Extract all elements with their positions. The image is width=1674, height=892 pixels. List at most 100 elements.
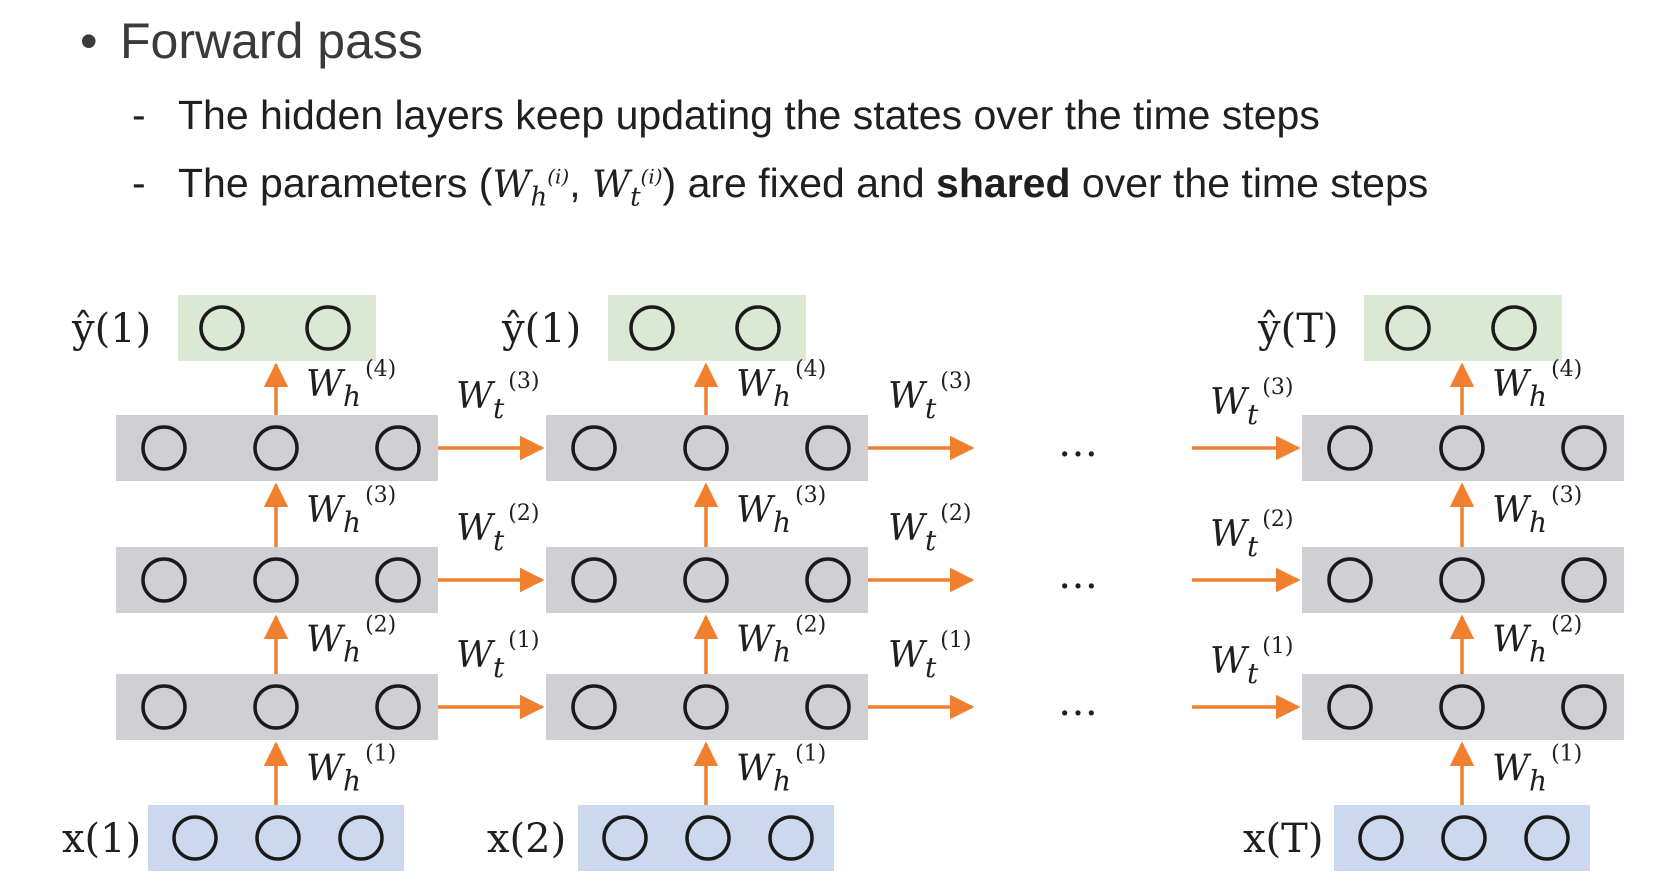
wh-symbol: Wh(i) — [492, 163, 570, 213]
input-node — [172, 815, 218, 861]
wh-label: Wh(3) — [736, 483, 826, 539]
output-node — [735, 305, 781, 351]
wt-label: Wt(2) — [1210, 507, 1293, 563]
point-2-comma: , — [569, 160, 593, 206]
dash-2: - — [132, 160, 146, 206]
output-layer-box — [178, 295, 376, 361]
input-node — [1524, 815, 1570, 861]
wt-symbol: Wt(i) — [592, 163, 663, 213]
wh-label: Wh(1) — [1492, 742, 1582, 798]
hidden-node — [805, 425, 851, 471]
wh-label: Wh(2) — [306, 613, 396, 669]
hidden-node — [1561, 557, 1607, 603]
point-2-mid: ) are fixed and — [662, 160, 937, 206]
hidden-node — [1327, 684, 1373, 730]
input-node — [1441, 815, 1487, 861]
input-node — [255, 815, 301, 861]
wh-label: Wh(3) — [1492, 483, 1582, 539]
wt-label: Wt(1) — [456, 628, 539, 684]
point-1: - The hidden layers keep updating the sta… — [132, 92, 1320, 139]
hidden-node — [141, 684, 187, 730]
wt-label: Wt(3) — [456, 369, 539, 425]
input-node — [768, 815, 814, 861]
hidden-node — [375, 684, 421, 730]
input-node — [602, 815, 648, 861]
output-layer-box — [608, 295, 806, 361]
ellipsis: … — [1058, 679, 1098, 725]
hidden-node — [375, 425, 421, 471]
hidden-node — [253, 557, 299, 603]
wt-label: Wt(2) — [888, 501, 971, 557]
wh-label: Wh(1) — [736, 742, 826, 798]
hidden-node — [1439, 425, 1485, 471]
hidden-layer-box — [546, 415, 868, 481]
output-label: ŷ(T) — [1257, 306, 1339, 352]
hidden-node — [1439, 684, 1485, 730]
hidden-layer-box — [1302, 674, 1624, 740]
hidden-layer-box — [546, 674, 868, 740]
wh-label: Wh(4) — [1492, 357, 1582, 413]
hidden-node — [375, 557, 421, 603]
input-node — [685, 815, 731, 861]
output-node — [629, 305, 675, 351]
input-label: x(T) — [1243, 816, 1323, 862]
hidden-node — [571, 557, 617, 603]
hidden-layer-box — [116, 415, 438, 481]
output-node — [199, 305, 245, 351]
wt-label: Wt(3) — [1210, 375, 1293, 431]
hidden-node — [805, 557, 851, 603]
wh-label: Wh(4) — [306, 357, 396, 413]
point-2-before: The parameters ( — [178, 160, 493, 206]
input-node — [338, 815, 384, 861]
hidden-node — [571, 425, 617, 471]
hidden-node — [1561, 425, 1607, 471]
input-layer-box — [148, 805, 404, 871]
heading-text: Forward pass — [120, 13, 423, 69]
forward-pass-heading: • Forward pass — [80, 12, 423, 70]
hidden-layer-box — [546, 547, 868, 613]
point-2: - The parameters (Wh(i), Wt(i)) are fixed… — [132, 160, 1428, 212]
bullet: • — [80, 13, 98, 69]
hidden-node — [1439, 557, 1485, 603]
hidden-node — [683, 557, 729, 603]
hidden-node — [1327, 557, 1373, 603]
hidden-node — [141, 425, 187, 471]
hidden-node — [805, 684, 851, 730]
point-1-text: The hidden layers keep updating the stat… — [178, 92, 1320, 138]
output-layer-box — [1364, 295, 1562, 361]
hidden-layer-box — [116, 547, 438, 613]
hidden-layer-box — [1302, 415, 1624, 481]
hidden-node — [141, 557, 187, 603]
input-node — [1358, 815, 1404, 861]
wh-label: Wh(2) — [736, 613, 826, 669]
hidden-node — [253, 425, 299, 471]
input-layer-box — [1334, 805, 1590, 871]
hidden-node — [253, 684, 299, 730]
shared-bold: shared — [936, 160, 1071, 206]
hidden-node — [1327, 425, 1373, 471]
input-layer-box — [578, 805, 834, 871]
wt-label: Wt(1) — [888, 628, 971, 684]
output-node — [305, 305, 351, 351]
output-node — [1385, 305, 1431, 351]
wt-label: Wt(3) — [888, 369, 971, 425]
wh-label: Wh(2) — [1492, 613, 1582, 669]
input-label: x(1) — [62, 816, 141, 862]
ellipsis: … — [1058, 552, 1098, 598]
dash-1: - — [132, 92, 146, 138]
wh-label: Wh(1) — [306, 742, 396, 798]
wh-label: Wh(4) — [736, 357, 826, 413]
hidden-node — [683, 425, 729, 471]
hidden-layer-box — [116, 674, 438, 740]
input-label: x(2) — [487, 816, 566, 862]
wh-label: Wh(3) — [306, 483, 396, 539]
output-node — [1491, 305, 1537, 351]
point-2-after: over the time steps — [1070, 160, 1429, 206]
hidden-node — [1561, 684, 1607, 730]
output-label: ŷ(1) — [71, 306, 151, 352]
wt-label: Wt(1) — [1210, 634, 1293, 690]
wt-label: Wt(2) — [456, 501, 539, 557]
hidden-node — [571, 684, 617, 730]
output-label: ŷ(1) — [501, 306, 581, 352]
